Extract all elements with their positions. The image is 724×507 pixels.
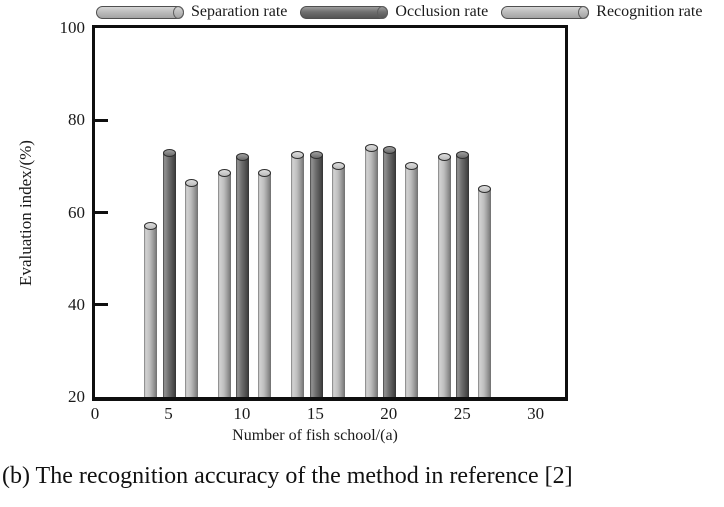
figure-caption: (b) The recognition accuracy of the meth… (2, 463, 573, 489)
x-axis-title: Number of fish school/(a) (232, 427, 398, 444)
legend-label: Separation rate (191, 3, 288, 20)
x-tick-label-25: 25 (453, 404, 471, 423)
x-tick-label-30: 30 (527, 404, 545, 423)
y-tick-label-20: 20 (68, 387, 85, 406)
bar-top-cap-icon (331, 162, 345, 171)
bar-top-cap-icon (364, 143, 378, 152)
legend-label: Occlusion rate (395, 3, 489, 20)
legend-item-separation-rate: Separation rate (96, 3, 287, 21)
x-tick-label-20: 20 (380, 404, 398, 423)
bar-occlusion-rate-5 (162, 148, 176, 397)
y-tick-label-100: 100 (59, 18, 86, 37)
bar-top-cap-icon (309, 150, 323, 159)
bar-separation-rate-20 (364, 143, 378, 397)
bar-separation-rate-5 (144, 222, 158, 397)
x-tick-label-5: 5 (164, 404, 173, 423)
x-tick-label-0: 0 (90, 404, 100, 423)
y-tick-label-80: 80 (68, 110, 85, 130)
y-tick-label-60: 60 (68, 202, 85, 222)
bar-top-cap-icon (184, 178, 198, 187)
y-axis-title: Evaluation index/(%) (16, 140, 35, 286)
y-tick-mark-80 (95, 118, 108, 122)
bar-recognition-rate-15 (331, 162, 345, 397)
bar-top-cap-icon (236, 153, 250, 162)
bar-top-cap-icon (217, 169, 231, 178)
bar-occlusion-rate-10 (236, 153, 250, 397)
bar-top-cap-icon (258, 169, 272, 178)
y-tick-mark-40 (95, 303, 108, 307)
legend-marker-dark-cylinder-icon (300, 5, 389, 19)
bar-top-cap-icon (162, 148, 176, 157)
bar-separation-rate-15 (291, 150, 305, 397)
bar-occlusion-rate-20 (382, 146, 396, 397)
bar-occlusion-rate-25 (456, 150, 470, 397)
legend-marker-light-cylinder-icon (501, 5, 590, 19)
bar-top-cap-icon (478, 185, 492, 194)
legend-label: Recognition rate (596, 3, 703, 20)
bar-top-cap-icon (382, 146, 396, 155)
bar-separation-rate-25 (438, 153, 452, 397)
legend-item-recognition-rate: Recognition rate (501, 3, 702, 21)
bar-separation-rate-10 (217, 169, 231, 397)
legend: Separation rate Occlusion rate Recognition… (96, 2, 715, 22)
x-tick-label-10: 10 (233, 404, 251, 423)
bar-top-cap-icon (291, 150, 305, 159)
bar-occlusion-rate-15 (309, 150, 323, 397)
legend-item-occlusion-rate: Occlusion rate (300, 3, 488, 21)
bar-top-cap-icon (144, 222, 158, 231)
plot-area (92, 25, 568, 401)
legend-marker-light-cylinder-icon (96, 5, 184, 19)
y-tick-label-40: 40 (68, 294, 85, 314)
x-tick-label-15: 15 (306, 404, 324, 423)
bar-recognition-rate-25 (478, 185, 492, 397)
bar-top-cap-icon (456, 150, 470, 159)
y-tick-mark-60 (95, 211, 108, 214)
bar-recognition-rate-20 (405, 162, 419, 397)
bar-recognition-rate-10 (258, 169, 272, 397)
bar-recognition-rate-5 (184, 178, 198, 397)
bar-top-cap-icon (438, 153, 452, 162)
bar-top-cap-icon (405, 162, 419, 171)
